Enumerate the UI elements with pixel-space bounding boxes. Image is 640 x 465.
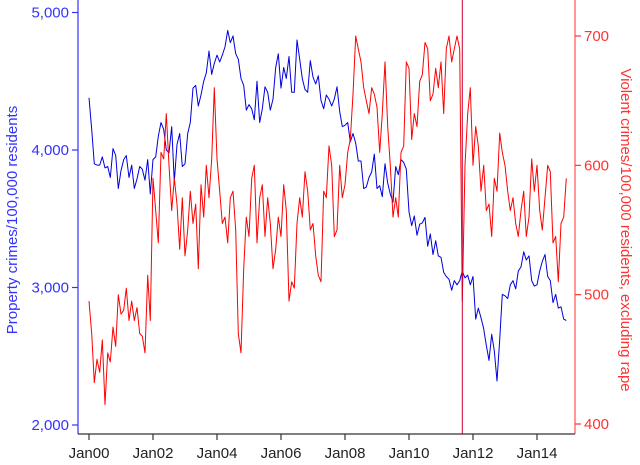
right-axis-ticks: 400 500 600 700: [575, 28, 609, 433]
x-tick-label: Jan14: [517, 445, 558, 462]
x-tick-label: Jan06: [261, 445, 302, 462]
violent-crimes-line: [88, 35, 567, 406]
right-tick-label: 600: [584, 157, 609, 174]
right-tick-label: 500: [584, 287, 609, 304]
x-tick-label: Jan08: [325, 445, 366, 462]
x-tick-label: Jan12: [453, 445, 494, 462]
left-axis-ticks: 2,000 3,000 4,000 5,000: [31, 5, 78, 434]
x-tick-label: Jan02: [133, 445, 174, 462]
x-tick-label: Jan10: [389, 445, 430, 462]
left-tick-label: 2,000: [31, 417, 69, 434]
x-tick-label: Jan04: [197, 445, 238, 462]
x-tick-label: Jan00: [69, 445, 110, 462]
right-tick-label: 700: [584, 28, 609, 45]
property-crimes-line: [88, 29, 567, 382]
right-tick-label: 400: [584, 416, 609, 433]
left-tick-label: 4,000: [31, 142, 69, 159]
right-axis-label: Violent crimes/100,000 residents, exclud…: [617, 68, 634, 391]
left-axis-label: Property crimes/100,000 residents: [4, 106, 21, 334]
plot-lines: [88, 29, 567, 406]
left-tick-label: 3,000: [31, 280, 69, 297]
x-axis-ticks: Jan00 Jan02 Jan04 Jan06 Jan08 Jan10 Jan12 Jan14: [69, 434, 558, 462]
left-tick-label: 5,000: [31, 5, 69, 22]
